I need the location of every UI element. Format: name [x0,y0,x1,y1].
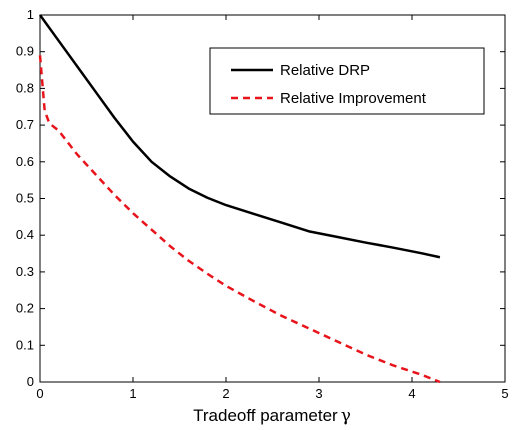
y-tick-label: 0.4 [16,227,34,242]
x-tick-label: 0 [36,386,43,401]
series-layer [38,14,441,384]
x-tick-label: 4 [408,386,415,401]
axis-ticks: 0 1 2 3 4 5 0 0.1 0.2 0.3 0.4 0.5 0.6 0.7 0.8 0.9 1 [16,7,509,401]
legend: Relative DRP Relative Improvement [209,47,485,115]
y-tick-label: 0.3 [16,264,34,279]
series-line-relative-drp [38,14,441,259]
series-line-relative-improvement [38,55,441,384]
x-tick-label: 1 [129,386,136,401]
x-tick-label: 3 [315,386,322,401]
y-tick-label: 1 [27,7,34,22]
x-axis-label-symbol: γ [341,406,351,426]
y-tick-label: 0.5 [16,191,34,206]
x-axis-label: Tradeoff parameter γ [193,406,351,426]
x-tick-label: 5 [501,386,508,401]
x-axis-label-text: Tradeoff parameter [193,406,338,425]
y-tick-label: 0.9 [16,44,34,59]
x-tick-label: 2 [222,386,229,401]
y-tick-label: 0.7 [16,117,34,132]
y-tick-label: 0.8 [16,80,34,95]
legend-entry-relative-improvement: Relative Improvement [280,90,427,107]
y-tick-label: 0.1 [16,337,34,352]
legend-entry-relative-drp: Relative DRP [280,62,370,79]
y-tick-label: 0.6 [16,154,34,169]
legend-box [209,47,485,115]
y-tick-label: 0 [27,374,34,389]
y-tick-label: 0.2 [16,301,34,316]
